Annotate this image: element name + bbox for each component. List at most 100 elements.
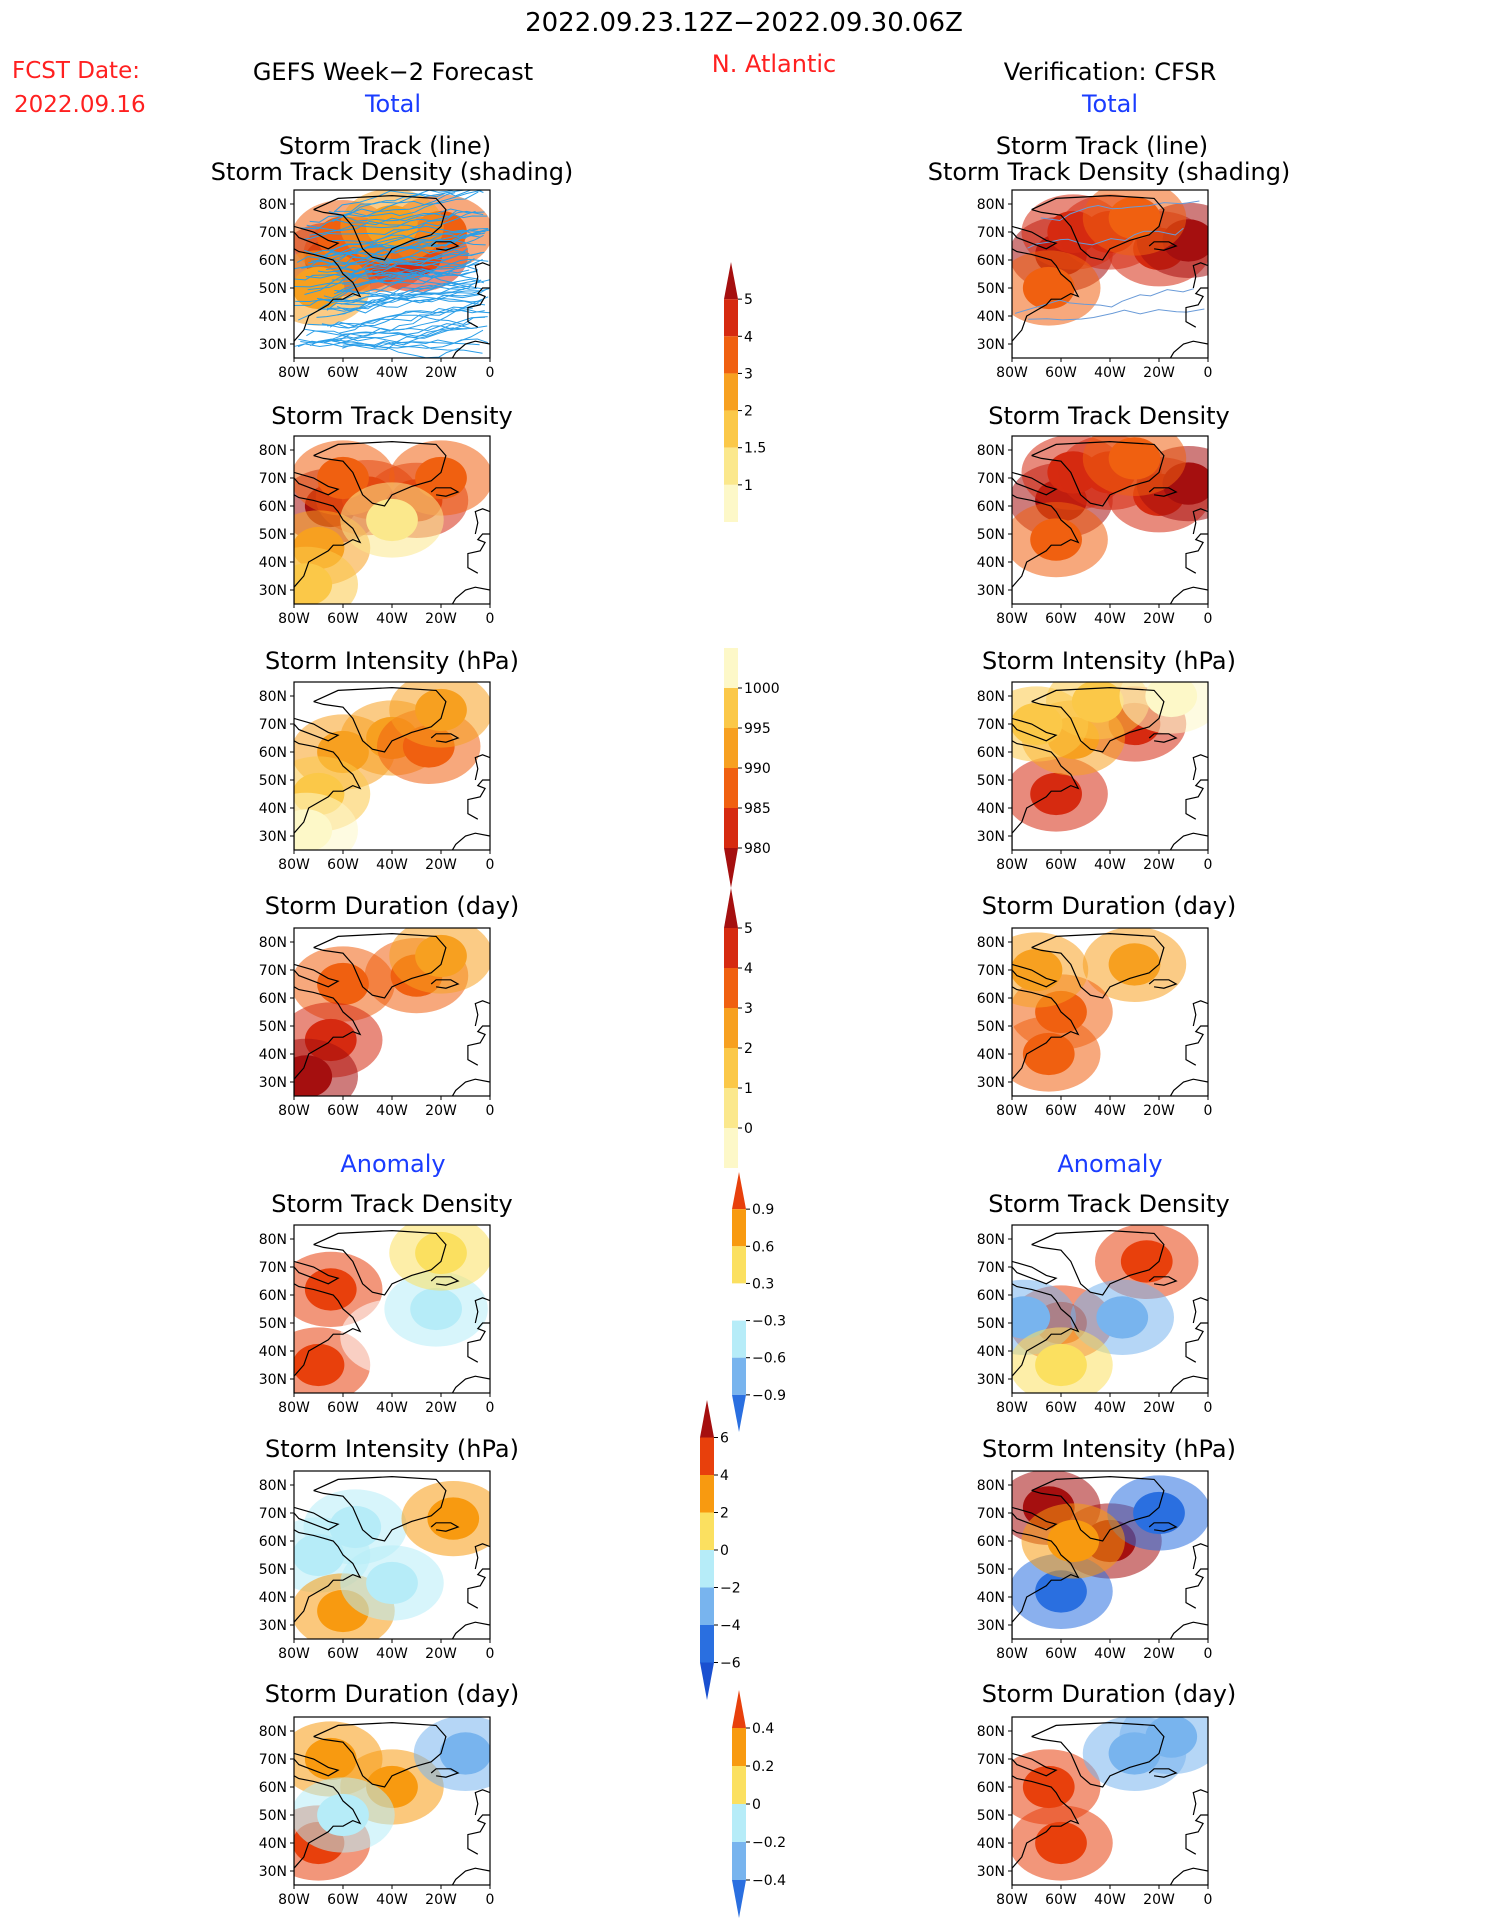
lat-tick-label: 40N [259, 1344, 287, 1360]
storm-track-line [317, 295, 486, 311]
coastline [467, 1568, 490, 1609]
lat-tick-label: 70N [259, 1752, 287, 1768]
lat-tick-label: 30N [977, 337, 1005, 353]
coastline [451, 832, 490, 850]
colorbar-label: 3 [744, 1001, 753, 1017]
coastline [313, 1475, 447, 1542]
heat-cell-core [304, 1737, 357, 1781]
heat-cell-core [427, 1497, 480, 1540]
coastline [1185, 1568, 1208, 1609]
coastline [1148, 1522, 1178, 1532]
heat-cell-core [366, 498, 418, 542]
lat-tick-label: 60N [259, 1288, 287, 1304]
panel-title-vf-track-line: Storm Track (line) [995, 132, 1209, 160]
coastline [1031, 440, 1165, 507]
lon-tick-label: 20W [1143, 1103, 1175, 1119]
coastline [1012, 1506, 1058, 1531]
colorbar-segment [724, 808, 738, 848]
coastline [1148, 241, 1178, 251]
coastline [1192, 1000, 1208, 1027]
colorbar-segment [732, 1283, 746, 1321]
coastline [1012, 740, 1080, 850]
lat-tick-label: 40N [259, 309, 287, 325]
lon-tick-label: 80W [278, 1400, 310, 1416]
coastline [1031, 1721, 1165, 1788]
lon-tick-label: 60W [1045, 365, 1077, 381]
coastline [313, 686, 447, 753]
lon-tick-label: 0 [1204, 1646, 1213, 1662]
lon-tick-label: 60W [327, 611, 359, 627]
colorbar-label: 1 [744, 478, 753, 494]
coastline [313, 194, 447, 261]
lon-tick-label: 20W [425, 857, 457, 873]
lat-tick-label: 50N [977, 1808, 1005, 1824]
lon-tick-label: 60W [1045, 1892, 1077, 1908]
lat-tick-label: 50N [259, 1562, 287, 1578]
lat-tick-label: 80N [259, 197, 287, 213]
lat-tick-label: 40N [259, 801, 287, 817]
panel-title-vf-intensity: Storm Intensity (hPa) [982, 647, 1236, 675]
lon-tick-label: 20W [425, 365, 457, 381]
lat-tick-label: 30N [259, 1864, 287, 1880]
coastline [1148, 1768, 1178, 1778]
heat-cell-core [1030, 772, 1082, 816]
lon-tick-label: 60W [1045, 857, 1077, 873]
lon-tick-label: 40W [376, 365, 408, 381]
date-range-title: 2022.09.23.12Z−2022.09.30.06Z [525, 8, 963, 38]
colorbar-label: 1.5 [744, 441, 766, 457]
map-panel-forecast-duration: 80N 70N 60N 50N 40N 30N 80W 60W 40W 20W 0 [259, 927, 494, 1119]
lon-tick-label: 20W [1143, 1646, 1175, 1662]
lat-tick-label: 30N [977, 1618, 1005, 1634]
coastline [294, 494, 362, 604]
panel-title-fc-intensity-anom: Storm Intensity (hPa) [265, 1435, 519, 1463]
colorbar-duration_total: 5 4 3 2 1 0 [724, 888, 753, 1168]
lat-tick-label: 30N [259, 829, 287, 845]
coastline [430, 241, 460, 251]
colorbar-label: 0.2 [752, 1759, 774, 1775]
coastline [1148, 979, 1178, 989]
lon-tick-label: 60W [1045, 611, 1077, 627]
panel-title-vf-duration: Storm Duration (day) [981, 892, 1237, 920]
heat-cell-core [294, 1055, 333, 1096]
coastline [1012, 1775, 1080, 1885]
colorbar-segment [724, 688, 738, 728]
panel-title-fc-intensity: Storm Intensity (hPa) [265, 647, 519, 675]
coastline [313, 1229, 447, 1296]
lat-tick-label: 30N [977, 1075, 1005, 1091]
lat-tick-label: 50N [977, 1316, 1005, 1332]
colorbar-segment [732, 1766, 746, 1804]
lon-tick-label: 80W [996, 1892, 1028, 1908]
colorbar-segment [732, 1357, 746, 1395]
map-panel-verification-track: 80N 70N 60N 50N 40N 30N 80W 60W 40W 20W 0 [977, 189, 1212, 381]
colorbar-arrow [700, 1400, 714, 1438]
storm-track-line [307, 306, 473, 332]
lon-tick-label: 20W [1143, 365, 1175, 381]
colorbar-arrow [732, 1880, 746, 1918]
coastline [1169, 1621, 1208, 1639]
colorbar-label: 6 [720, 1431, 729, 1447]
lon-tick-label: 40W [1094, 365, 1126, 381]
lon-tick-label: 60W [327, 1400, 359, 1416]
storm-track-line [294, 322, 472, 348]
map-panel-verification-intensity: 80N 70N 60N 50N 40N 30N 80W 60W 40W 20W 0 [977, 681, 1212, 873]
lat-tick-label: 80N [259, 935, 287, 951]
panel-title-vf-duration-anom: Storm Duration (day) [981, 1680, 1237, 1708]
lat-tick-label: 60N [977, 253, 1005, 269]
map-panel-forecast-intensity-anomaly: 80N 70N 60N 50N 40N 30N 80W 60W 40W 20W 0 [259, 1470, 494, 1662]
heat-cell-core [1108, 943, 1161, 986]
colorbar-arrow [732, 1172, 746, 1210]
lon-tick-label: 40W [376, 1103, 408, 1119]
lat-tick-label: 50N [259, 1316, 287, 1332]
lat-tick-label: 30N [977, 829, 1005, 845]
colorbar-segment [724, 299, 738, 337]
colorbar-label: 2 [744, 404, 753, 420]
colorbar-intensity_total: 1000 995 990 985 980 [724, 648, 780, 888]
lat-tick-label: 40N [259, 1047, 287, 1063]
colorbar-label: 5 [744, 292, 753, 308]
lon-tick-label: 20W [1143, 857, 1175, 873]
storm-track-line [295, 288, 488, 303]
lat-tick-label: 40N [259, 1590, 287, 1606]
panel-title-vf-track-shading: Storm Track Density (shading) [927, 158, 1291, 186]
lat-tick-label: 80N [977, 689, 1005, 705]
colorbar-segment [724, 1048, 738, 1088]
